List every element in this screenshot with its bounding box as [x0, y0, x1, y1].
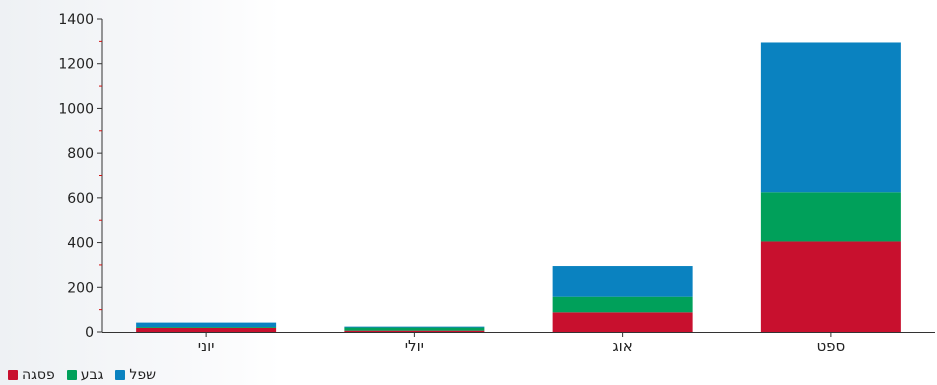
y-tick-label: 1400 — [58, 12, 94, 28]
x-axis-labels: יוני יולי אוג ספט — [198, 333, 845, 355]
y-axis-ticks: 0 200 400 600 800 1000 1200 1400 — [58, 12, 102, 341]
bar-segment-2-2[interactable] — [552, 266, 693, 297]
y-tick-label: 0 — [85, 325, 94, 341]
bar-segment-3-1[interactable] — [760, 192, 901, 242]
x-category-label: ספט — [816, 337, 845, 355]
legend-swatch — [8, 370, 18, 380]
bar-segment-0-1[interactable] — [136, 327, 277, 328]
legend-label: שפל — [129, 367, 157, 383]
y-tick-label: 800 — [67, 146, 94, 162]
x-category-label: אוג — [612, 337, 632, 355]
bar-segment-1-1[interactable] — [344, 327, 485, 331]
bar-segment-2-1[interactable] — [552, 296, 693, 313]
x-category-label: יוני — [198, 337, 215, 355]
y-tick-label: 400 — [67, 236, 94, 252]
x-category-label: יולי — [405, 337, 424, 355]
y-tick-label: 600 — [67, 191, 94, 207]
bar-segment-2-0[interactable] — [552, 312, 693, 332]
bars — [136, 42, 901, 332]
legend-item[interactable]: פסגה — [8, 367, 55, 383]
bar-segment-1-0[interactable] — [344, 330, 485, 332]
bar-segment-0-0[interactable] — [136, 327, 277, 332]
legend-swatch — [115, 370, 126, 380]
legend: פסגה גבע שפל — [8, 366, 156, 384]
bar-segment-3-0[interactable] — [760, 241, 901, 332]
legend-item[interactable]: גבע — [66, 367, 104, 383]
y-tick-label: 200 — [67, 280, 94, 296]
bar-segment-1-2[interactable] — [344, 326, 485, 328]
y-tick-label: 1200 — [58, 57, 94, 73]
legend-swatch — [66, 370, 77, 380]
legend-label: פסגה — [22, 367, 55, 383]
bar-segment-0-2[interactable] — [136, 322, 277, 328]
legend-label: גבע — [80, 367, 104, 383]
legend-item[interactable]: שפל — [115, 367, 156, 383]
bar-segment-3-2[interactable] — [760, 42, 901, 193]
y-tick-label: 1000 — [58, 101, 94, 117]
